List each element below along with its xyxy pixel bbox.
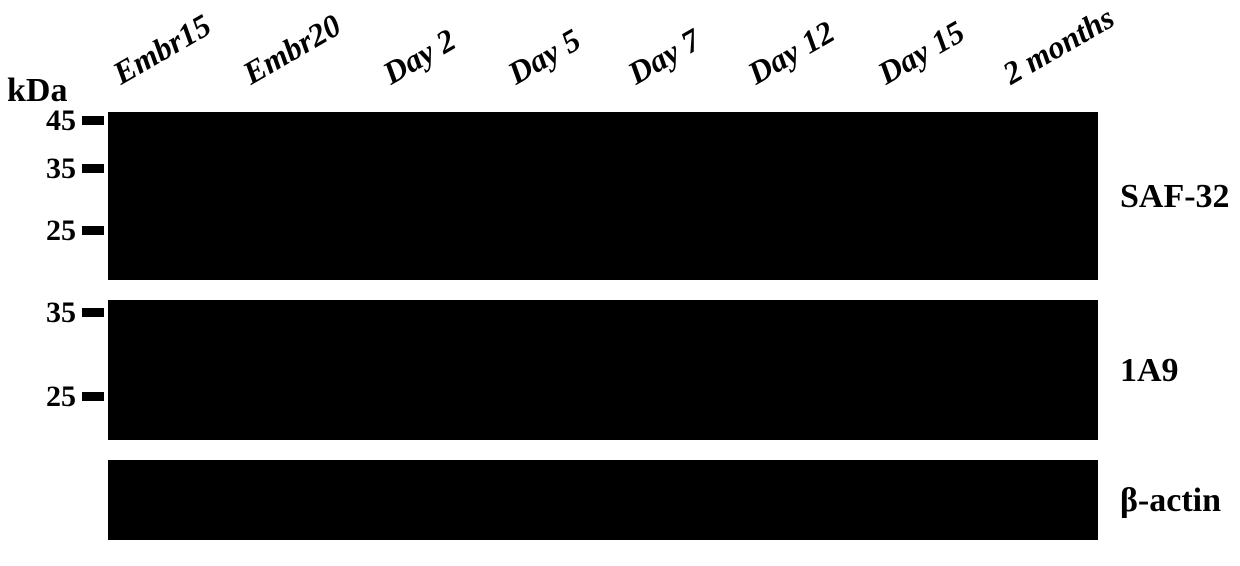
mw-label: 25 [0, 214, 76, 248]
lane-header: Day 7 [622, 21, 707, 92]
mw-label: 35 [0, 296, 76, 330]
mw-label: 45 [0, 104, 76, 138]
antibody-label: SAF-32 [1120, 178, 1230, 216]
mw-dash [82, 392, 104, 401]
mw-dash [82, 164, 104, 173]
mw-label: 25 [0, 380, 76, 414]
western-blot-figure: kDa Embr15Embr20Day 2Day 5Day 7Day 12Day… [0, 0, 1240, 566]
blot-1a9 [108, 300, 1098, 440]
lane-header: Day 15 [872, 13, 971, 92]
blot-bactin [108, 460, 1098, 540]
mw-dash [82, 116, 104, 125]
lane-header: Day 12 [742, 13, 841, 92]
lane-header: Embr15 [107, 7, 218, 92]
lane-header: Day 2 [377, 21, 462, 92]
lane-header: Embr20 [237, 7, 348, 92]
mw-dash [82, 226, 104, 235]
lane-header: 2 months [997, 0, 1121, 92]
mw-label: 35 [0, 152, 76, 186]
mw-dash [82, 308, 104, 317]
lane-header: Day 5 [502, 21, 587, 92]
antibody-label: β-actin [1120, 482, 1221, 520]
antibody-label: 1A9 [1120, 352, 1179, 390]
blot-saf32 [108, 112, 1098, 280]
